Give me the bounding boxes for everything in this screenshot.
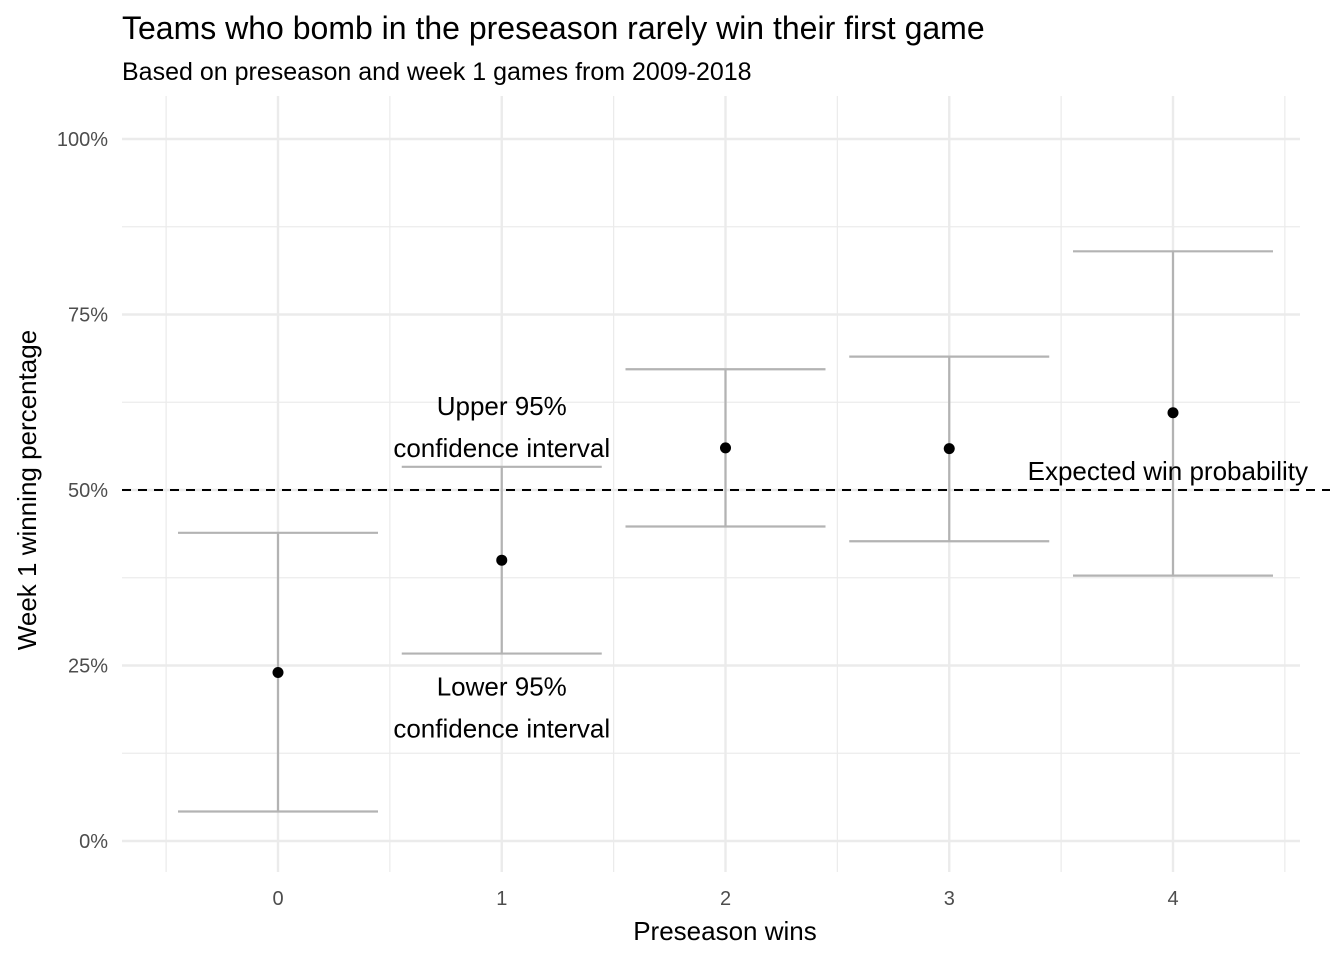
annotation-label: confidence interval	[393, 714, 610, 744]
annotation-label: Lower 95%	[437, 672, 567, 702]
data-point	[720, 442, 731, 454]
tick-layer: 0% 25% 50% 75% 100% 0 1 2 3 4	[57, 129, 1179, 910]
point-layer	[272, 407, 1179, 679]
y-tick-label: 100%	[57, 129, 108, 151]
x-axis-label: Preseason wins	[633, 916, 817, 946]
x-tick-label: 1	[496, 888, 507, 910]
x-tick-label: 4	[1167, 888, 1178, 910]
annotation-label: Upper 95%	[437, 391, 567, 421]
x-tick-label: 3	[944, 888, 955, 910]
reference-line-label: Expected win probability	[1028, 456, 1308, 486]
data-point	[272, 667, 284, 679]
y-tick-label: 75%	[68, 305, 108, 327]
y-tick-label: 25%	[68, 656, 108, 678]
x-tick-label: 0	[272, 888, 283, 910]
y-axis-label: Week 1 winning percentage	[12, 330, 42, 650]
y-tick-label: 50%	[68, 480, 108, 502]
chart-subtitle: Based on preseason and week 1 games from…	[122, 58, 752, 86]
chart-title: Teams who bomb in the preseason rarely w…	[122, 10, 985, 46]
data-point	[943, 443, 955, 455]
annotation-layer: Upper 95% confidence interval Lower 95% con…	[393, 391, 1308, 744]
x-tick-label: 2	[720, 888, 731, 910]
annotation-label: confidence interval	[393, 433, 610, 463]
y-tick-label: 0%	[79, 831, 108, 853]
data-point	[496, 554, 508, 566]
data-point	[1167, 407, 1179, 419]
